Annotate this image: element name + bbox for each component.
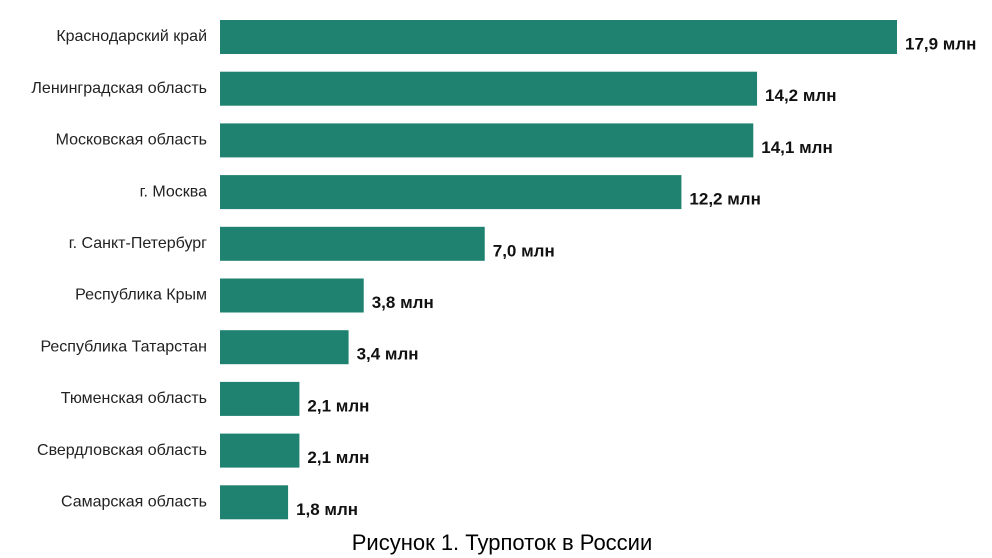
category-label: Московская область bbox=[56, 132, 207, 149]
value-label: 2,1 млн bbox=[307, 396, 369, 415]
bar bbox=[220, 20, 897, 54]
value-label: 3,4 млн bbox=[357, 345, 419, 364]
bar bbox=[220, 123, 754, 158]
bar bbox=[220, 433, 300, 468]
value-label: 7,0 млн bbox=[493, 241, 555, 260]
category-label: Свердловская область bbox=[37, 442, 207, 459]
category-label: Республика Крым bbox=[75, 287, 207, 304]
category-label: Самарская область bbox=[61, 494, 207, 511]
bar bbox=[220, 71, 758, 106]
bar bbox=[220, 226, 485, 261]
bar bbox=[220, 330, 349, 365]
bar bbox=[220, 175, 682, 210]
category-label: Ленинградская область bbox=[31, 80, 207, 97]
value-label: 17,9 млн bbox=[905, 34, 976, 53]
value-label: 14,2 млн bbox=[765, 86, 836, 105]
bar bbox=[220, 278, 364, 313]
bar bbox=[220, 381, 300, 416]
value-label: 3,8 млн bbox=[372, 293, 434, 312]
value-label: 12,2 млн bbox=[689, 190, 760, 209]
category-label: Республика Татарстан bbox=[40, 338, 207, 355]
chart-title: Рисунок 1. Турпоток в России bbox=[352, 530, 653, 555]
category-label: г. Москва bbox=[140, 183, 208, 200]
category-label: Тюменская область bbox=[61, 390, 207, 407]
bar bbox=[220, 485, 289, 520]
category-label: г. Санкт-Петербург bbox=[69, 235, 207, 252]
value-label: 14,1 млн bbox=[761, 138, 832, 157]
value-label: 1,8 млн bbox=[296, 500, 358, 519]
category-label: Краснодарский край bbox=[56, 28, 207, 45]
value-label: 2,1 млн bbox=[307, 448, 369, 467]
